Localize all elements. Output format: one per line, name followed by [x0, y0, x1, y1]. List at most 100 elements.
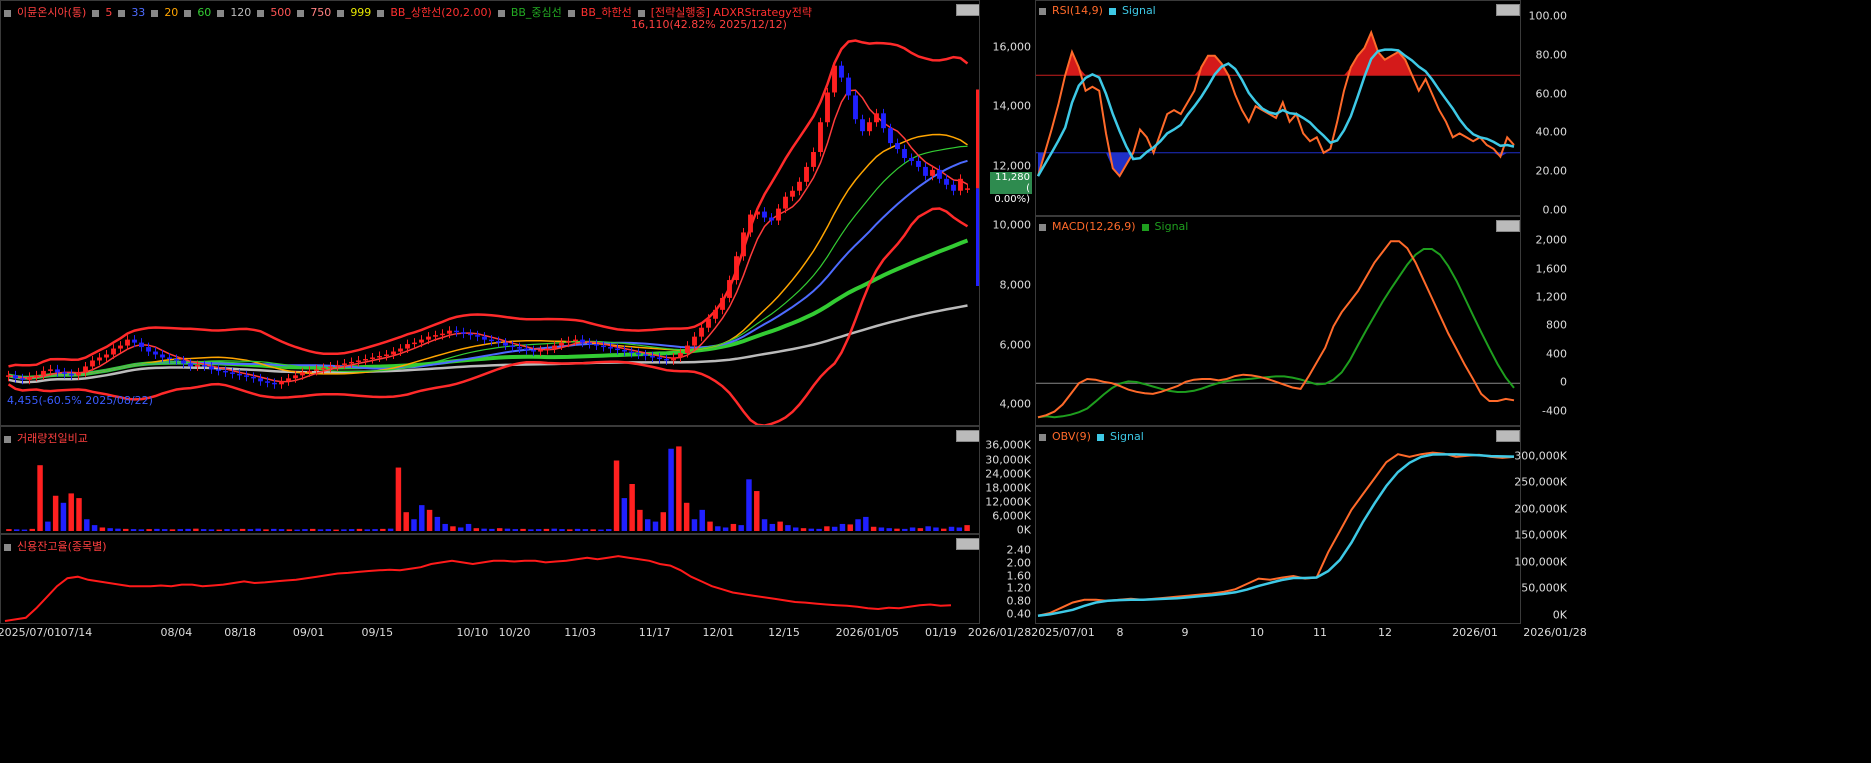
price-legend-item: 120	[230, 6, 252, 19]
macd-axis-tick: 400	[1546, 347, 1567, 361]
candle-body	[881, 113, 886, 129]
volume-bar	[45, 521, 51, 531]
obv-chart	[1037, 451, 1515, 617]
volume-bar	[247, 529, 254, 531]
volume-panel-window-button[interactable]	[956, 430, 979, 442]
candle-body	[55, 369, 60, 373]
volume-bar	[676, 446, 682, 531]
obv-panel[interactable]: OBV(9) Signal	[1035, 426, 1521, 624]
candle-body	[209, 366, 214, 370]
price-panel[interactable]: 이뮨온시아(통) 5 33 20 60 120 500 750 999 BB_상한선(20,2.0…	[0, 0, 980, 426]
price-legend-item: [전략실행중] ADXRStrategy전략	[650, 6, 812, 19]
candle-body	[951, 184, 956, 191]
rsi-overbought-fill	[1038, 32, 1514, 76]
macd-panel[interactable]: MACD(12,26,9) Signal	[1035, 216, 1521, 426]
candle-body	[13, 375, 18, 379]
rsi-panel-window-button[interactable]	[1496, 4, 1520, 16]
ma33-line	[8, 159, 968, 379]
candle-body	[713, 309, 718, 319]
candle-body	[699, 327, 704, 337]
candle-body	[755, 211, 760, 215]
legend-marker-icon	[1039, 223, 1046, 231]
obv-panel-window-button[interactable]	[1496, 430, 1520, 442]
candle-body	[447, 330, 452, 334]
rsi-axis-tick: 80.00	[1535, 48, 1568, 62]
candle-body	[503, 342, 508, 346]
volume-chart	[6, 446, 970, 531]
volume-bar	[792, 527, 799, 531]
legend-marker-icon	[1039, 433, 1046, 441]
volume-bar	[948, 526, 955, 531]
volume-bar	[629, 484, 635, 531]
x-axis-tick: 2025/07/01	[0, 626, 62, 639]
candle-body	[41, 370, 46, 376]
bb-lower-line	[7, 207, 969, 425]
candle-body	[321, 367, 326, 370]
credit-panel-window-button[interactable]	[956, 538, 979, 550]
volume-bar	[115, 528, 121, 531]
rsi-legend-label: RSI(14,9)	[1052, 4, 1103, 17]
volume-bar	[941, 528, 947, 531]
candle-body	[720, 297, 725, 310]
candle-body	[160, 354, 165, 358]
candle-body	[405, 344, 410, 349]
obv-legend-label: OBV(9)	[1052, 430, 1091, 443]
volume-bar	[496, 528, 503, 531]
volume-bar	[839, 523, 846, 531]
candle-body	[412, 342, 417, 345]
candle-body	[384, 354, 389, 357]
candle-body	[741, 232, 746, 257]
volume-bar	[403, 512, 409, 531]
candle-body	[566, 341, 571, 343]
volume-bar	[426, 509, 433, 531]
price-panel-window-button[interactable]	[956, 4, 979, 16]
price-legend-item: 999	[350, 6, 372, 19]
volume-bar	[870, 526, 877, 531]
credit-panel[interactable]: 신용잔고율(종목별)	[0, 534, 980, 624]
bb-upper-line	[8, 39, 969, 368]
price-legend-item: 5	[105, 6, 113, 19]
macd-axis-tick: 2,000	[1535, 233, 1568, 247]
volume-bar	[348, 529, 355, 531]
macd-axis-tick: 1,600	[1535, 262, 1568, 276]
legend-marker-icon	[1108, 7, 1116, 15]
candle-body	[314, 369, 319, 371]
macd-panel-window-button[interactable]	[1496, 220, 1520, 232]
volume-bar	[598, 529, 604, 531]
macd-axis-tick: 0	[1560, 375, 1567, 389]
candle-body	[510, 345, 515, 348]
candle-body	[965, 188, 970, 190]
volume-bar	[216, 529, 222, 531]
candle-body	[811, 152, 816, 167]
volume-bar	[535, 529, 542, 531]
volume-bar	[543, 528, 550, 531]
macd-signal-label: Signal	[1154, 220, 1189, 233]
rsi-axis-tick: 60.00	[1535, 87, 1568, 101]
volume-panel[interactable]: 거래량전일비교	[0, 426, 980, 534]
candle-body	[307, 370, 312, 373]
price-y-axis: 16,000 14,000 12,000 10,000 8,000 6,000 4,000	[980, 0, 1035, 426]
volume-bar	[60, 502, 67, 531]
obv-axis-tick: 150,000K	[1514, 528, 1567, 542]
price-legend-item: 이뮨온시아(통)	[17, 6, 87, 19]
candle-body	[580, 339, 585, 343]
volume-bar	[6, 529, 12, 531]
x-axis-tick: 12	[1378, 626, 1392, 639]
candle-body	[34, 375, 39, 377]
volume-bar	[754, 491, 760, 531]
rsi-chart	[1036, 29, 1520, 178]
price-legend-item: 20	[164, 6, 179, 19]
candle-body	[223, 370, 228, 373]
volume-bar	[933, 527, 939, 531]
candle-body	[286, 378, 291, 382]
candle-body	[678, 353, 683, 358]
price-axis-tick: 14,000	[992, 99, 1032, 113]
rsi-panel[interactable]: RSI(14,9) Signal	[1035, 0, 1521, 216]
price-legend-item: 500	[270, 6, 292, 19]
macd-legend-label: MACD(12,26,9)	[1052, 220, 1136, 233]
candle-body	[650, 356, 655, 358]
candle-body	[132, 339, 137, 343]
candle-body	[671, 357, 676, 361]
volume-bar	[886, 528, 892, 531]
price-tag: 11,280 ( 0.00%)	[990, 172, 1032, 205]
